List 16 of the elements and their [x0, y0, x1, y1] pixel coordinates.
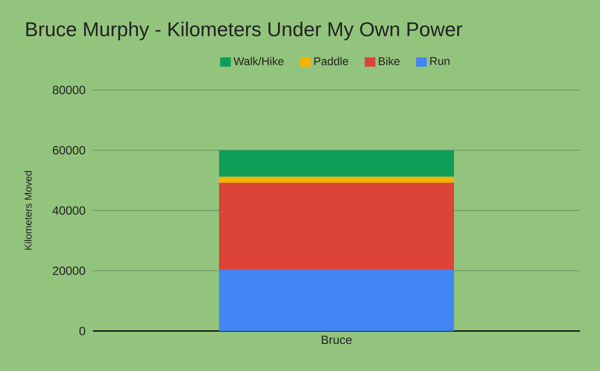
chart-title: Bruce Murphy - Kilometers Under My Own Power — [26, 22, 462, 40]
y-tick-label: 0 — [79, 326, 86, 336]
y-axis-title: Kilometers Moved — [24, 171, 32, 250]
y-tick-label: 80000 — [52, 86, 86, 94]
legend-label: Paddle — [314, 56, 348, 66]
y-tick-label: 20000 — [52, 266, 86, 275]
bar — [219, 182, 454, 270]
y-tick-label: 60000 — [52, 146, 86, 154]
legend-label: Run — [430, 57, 450, 66]
bar — [219, 270, 454, 331]
legend-label: Walk/Hike — [234, 56, 284, 66]
bar — [219, 176, 454, 183]
legend-label: Bike — [378, 56, 400, 66]
bar — [219, 150, 454, 177]
y-tick-label: 40000 — [52, 206, 86, 215]
x-tick-label: Bruce — [322, 336, 352, 344]
